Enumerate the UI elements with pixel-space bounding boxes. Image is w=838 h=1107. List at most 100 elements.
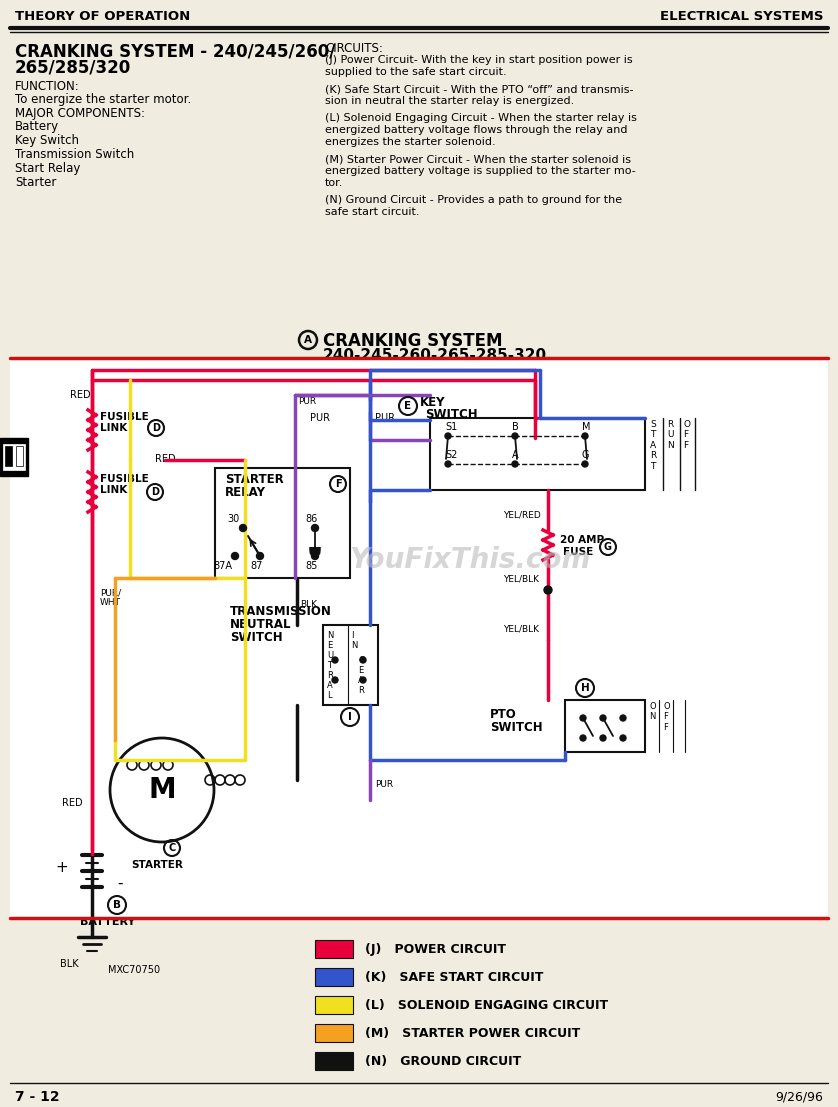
Bar [3,444,25,470]
Circle shape [600,735,606,741]
Text: T: T [327,661,332,670]
Text: 87: 87 [251,561,263,571]
Bar [315,1024,353,1042]
Text: energized battery voltage is supplied to the starter mo-: energized battery voltage is supplied to… [325,166,636,176]
Text: PTO: PTO [490,708,517,721]
Circle shape [231,552,239,559]
Text: ELECTRICAL SYSTEMS: ELECTRICAL SYSTEMS [660,10,823,23]
Text: (M) Starter Power Circuit - When the starter solenoid is: (M) Starter Power Circuit - When the sta… [325,154,631,164]
Text: CRANKING SYSTEM: CRANKING SYSTEM [323,332,503,350]
Text: (M)   STARTER POWER CIRCUIT: (M) STARTER POWER CIRCUIT [365,1026,580,1039]
Text: N: N [351,641,357,650]
Text: YEL/BLK: YEL/BLK [503,575,539,584]
Text: THEORY OF OPERATION: THEORY OF OPERATION [15,10,190,23]
Circle shape [445,433,451,439]
Text: O
N: O N [649,702,655,722]
Text: FUSE: FUSE [563,547,593,557]
Text: TRANSMISSION: TRANSMISSION [230,606,332,618]
Text: R
U
N: R U N [667,420,674,449]
Text: PUR/: PUR/ [100,588,122,597]
Text: I: I [348,712,352,722]
Text: Transmission Switch: Transmission Switch [15,148,134,161]
Text: 9/26/96: 9/26/96 [775,1090,823,1103]
Text: CRANKING SYSTEM - 240/245/260/: CRANKING SYSTEM - 240/245/260/ [15,42,335,60]
Text: -: - [117,876,122,890]
Circle shape [312,552,318,559]
Circle shape [620,715,626,721]
Text: D: D [152,423,160,433]
Text: (J)   POWER CIRCUIT: (J) POWER CIRCUIT [365,942,506,955]
Text: H: H [581,683,589,693]
Text: F: F [334,479,341,489]
Bar [565,700,645,752]
Text: FUSIBLE: FUSIBLE [100,412,149,422]
Text: O
F
F: O F F [663,702,670,732]
Text: (J) Power Circuit- With the key in start position power is: (J) Power Circuit- With the key in start… [325,55,633,65]
Text: 86: 86 [305,514,317,524]
Circle shape [600,715,606,721]
Text: PUR: PUR [375,780,393,789]
Text: E: E [358,666,363,675]
Bar [10,358,828,918]
Text: CIRCUITS:: CIRCUITS: [325,42,383,55]
Text: SWITCH: SWITCH [230,631,282,644]
Text: 20 AMP: 20 AMP [560,535,604,545]
Text: KEY: KEY [420,396,446,408]
Text: (N) Ground Circuit - Provides a path to ground for the: (N) Ground Circuit - Provides a path to … [325,195,622,205]
Text: STARTER: STARTER [131,860,183,870]
Text: sion in neutral the starter relay is energized.: sion in neutral the starter relay is ene… [325,96,574,106]
Circle shape [256,552,263,559]
Circle shape [360,656,366,663]
Text: S1: S1 [445,422,458,432]
Text: E: E [405,401,411,411]
Text: N: N [327,631,334,640]
Bar [0,438,28,476]
Text: R: R [327,671,333,680]
Text: C: C [168,844,176,853]
Text: S
T
A
R
T: S T A R T [650,420,656,470]
Text: supplied to the safe start circuit.: supplied to the safe start circuit. [325,68,507,77]
Text: G: G [604,542,612,552]
Text: energized battery voltage flows through the relay and: energized battery voltage flows through … [325,125,628,135]
Text: FUNCTION:: FUNCTION: [15,80,80,93]
Circle shape [360,677,366,683]
Text: YEL/BLK: YEL/BLK [503,625,539,634]
Text: STARTER: STARTER [225,473,284,486]
Text: PUR: PUR [310,413,330,423]
Bar [315,940,353,958]
Text: +: + [55,859,69,875]
Circle shape [582,433,588,439]
Circle shape [512,461,518,467]
Text: A: A [327,681,333,690]
Text: SWITCH: SWITCH [425,408,478,421]
Bar [430,418,645,490]
Text: MXC70750: MXC70750 [108,965,160,975]
Text: YouFixThis.com: YouFixThis.com [349,546,591,575]
Bar [323,625,378,705]
Text: MAJOR COMPONENTS:: MAJOR COMPONENTS: [15,107,145,120]
Text: tor.: tor. [325,178,344,188]
Circle shape [580,735,586,741]
Bar [16,446,23,466]
Circle shape [332,677,338,683]
Bar [5,446,12,466]
Text: LINK: LINK [100,423,127,433]
Text: BLK: BLK [60,959,79,969]
Text: RED: RED [155,454,176,464]
Circle shape [312,525,318,531]
Circle shape [445,461,451,467]
Text: -: - [5,456,9,466]
Text: Starter: Starter [15,176,56,189]
Text: (K)   SAFE START CIRCUIT: (K) SAFE START CIRCUIT [365,971,543,983]
Text: 85: 85 [306,561,318,571]
Text: Key Switch: Key Switch [15,134,79,147]
Text: FUSIBLE: FUSIBLE [100,474,149,484]
Text: PUR: PUR [375,413,395,423]
Text: R: R [358,686,364,695]
Text: 240-245-260-265-285-320: 240-245-260-265-285-320 [323,348,547,363]
Text: To energize the starter motor.: To energize the starter motor. [15,93,191,106]
Text: Start Relay: Start Relay [15,162,80,175]
Text: 7 - 12: 7 - 12 [15,1090,59,1104]
Text: D: D [151,487,159,497]
Bar [315,1052,353,1070]
